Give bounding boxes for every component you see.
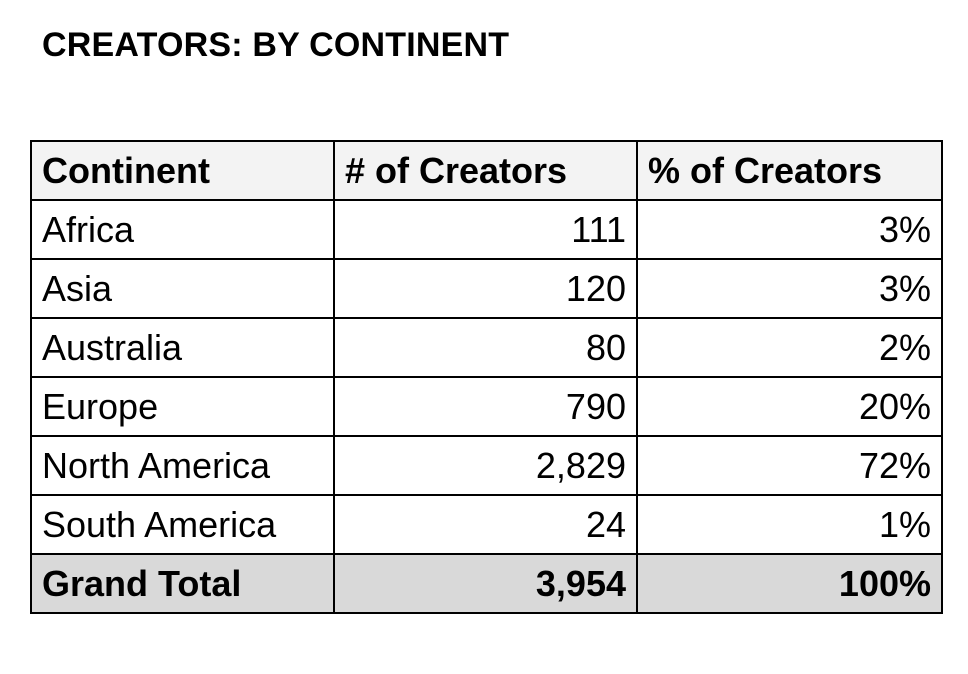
creators-table: Continent # of Creators % of Creators Af… <box>30 140 943 614</box>
table-header: Continent # of Creators % of Creators <box>30 140 943 201</box>
grand-total-row: Grand Total 3,954 100% <box>30 553 943 614</box>
grand-total-creators-percent: 100% <box>636 553 943 614</box>
column-header-continent: Continent <box>30 140 335 201</box>
cell-continent: Asia <box>30 258 335 319</box>
cell-continent: South America <box>30 494 335 555</box>
cell-creators-percent: 2% <box>636 317 943 378</box>
cell-creators-count: 24 <box>333 494 638 555</box>
cell-creators-count: 120 <box>333 258 638 319</box>
cell-continent: Australia <box>30 317 335 378</box>
cell-creators-percent: 72% <box>636 435 943 496</box>
table-row: North America 2,829 72% <box>30 435 943 496</box>
table-body: Africa 111 3% Asia 120 3% Australia 80 2… <box>30 199 943 555</box>
cell-continent: Africa <box>30 199 335 260</box>
cell-creators-count: 790 <box>333 376 638 437</box>
table-footer: Grand Total 3,954 100% <box>30 553 943 614</box>
table-row: South America 24 1% <box>30 494 943 555</box>
cell-creators-percent: 1% <box>636 494 943 555</box>
cell-creators-count: 80 <box>333 317 638 378</box>
cell-creators-count: 111 <box>333 199 638 260</box>
column-header-creators-percent: % of Creators <box>636 140 943 201</box>
table-row: Africa 111 3% <box>30 199 943 260</box>
table-row: Asia 120 3% <box>30 258 943 319</box>
cell-creators-percent: 20% <box>636 376 943 437</box>
cell-continent: North America <box>30 435 335 496</box>
cell-creators-count: 2,829 <box>333 435 638 496</box>
cell-creators-percent: 3% <box>636 199 943 260</box>
cell-creators-percent: 3% <box>636 258 943 319</box>
page-title: CREATORS: BY CONTINENT <box>42 26 510 64</box>
cell-continent: Europe <box>30 376 335 437</box>
grand-total-creators-count: 3,954 <box>333 553 638 614</box>
column-header-creators-count: # of Creators <box>333 140 638 201</box>
table-row: Europe 790 20% <box>30 376 943 437</box>
header-row: Continent # of Creators % of Creators <box>30 140 943 201</box>
grand-total-label: Grand Total <box>30 553 335 614</box>
table-row: Australia 80 2% <box>30 317 943 378</box>
